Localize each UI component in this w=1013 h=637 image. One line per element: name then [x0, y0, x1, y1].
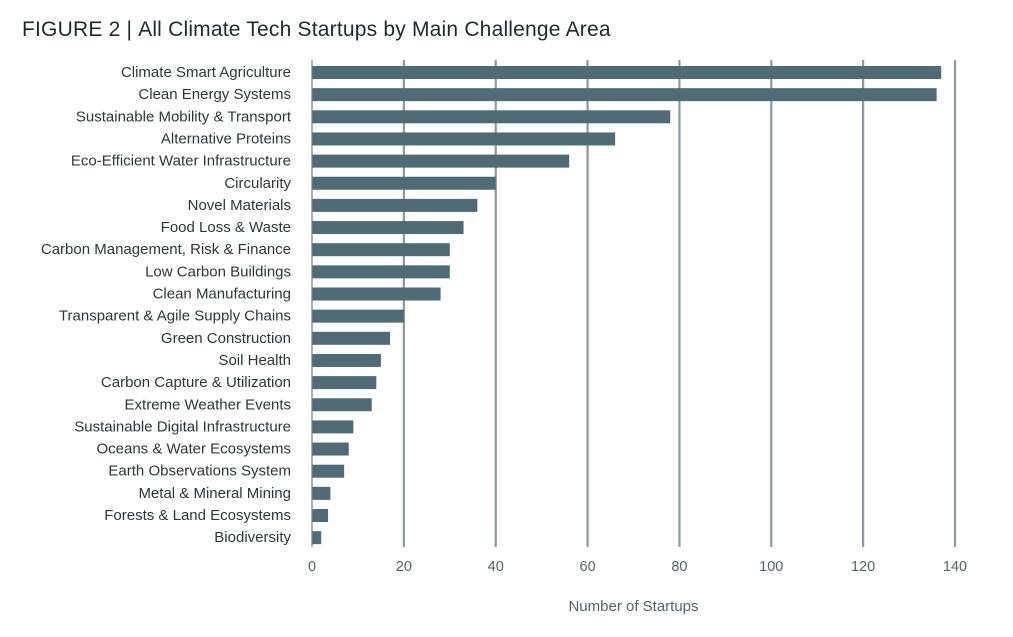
x-tick-label: 80 — [671, 559, 687, 575]
x-tick-label: 60 — [580, 559, 596, 575]
bar — [312, 331, 391, 345]
bar — [312, 243, 450, 257]
category-label: Clean Manufacturing — [153, 286, 291, 303]
category-label: Metal & Mineral Mining — [138, 485, 291, 502]
category-label: Carbon Capture & Utilization — [101, 374, 291, 391]
bar — [312, 154, 570, 168]
x-tick-label: 40 — [488, 559, 504, 575]
x-axis-title: Number of Startups — [568, 598, 698, 615]
bar — [312, 221, 464, 235]
category-label: Earth Observations System — [108, 463, 291, 480]
x-tick-label: 140 — [943, 559, 967, 575]
bar — [312, 398, 372, 412]
category-label: Sustainable Mobility & Transport — [76, 108, 292, 125]
bar — [312, 287, 441, 301]
category-label: Food Loss & Waste — [161, 219, 291, 236]
category-label: Carbon Management, Risk & Finance — [41, 241, 291, 258]
category-label: Extreme Weather Events — [125, 396, 291, 413]
bar — [312, 176, 496, 190]
figure-title: FIGURE 2 | All Climate Tech Startups by Ma… — [22, 18, 611, 42]
x-tick-label: 0 — [308, 559, 316, 575]
grid-lines — [402, 60, 957, 547]
category-label: Alternative Proteins — [161, 130, 291, 147]
category-label: Transparent & Agile Supply Chains — [59, 308, 291, 325]
category-label: Sustainable Digital Infrastructure — [74, 418, 291, 435]
category-label: Soil Health — [218, 352, 291, 369]
bar — [312, 198, 478, 212]
category-label: Clean Energy Systems — [138, 86, 291, 103]
bar — [312, 132, 616, 146]
bar — [312, 486, 331, 500]
category-label: Biodiversity — [214, 529, 291, 546]
bar — [312, 464, 345, 478]
bar — [312, 88, 937, 102]
bar — [312, 376, 377, 390]
bar — [312, 265, 450, 279]
x-tick-label: 100 — [759, 559, 783, 575]
figure-label: FIGURE 2 — [22, 18, 121, 41]
x-tick-label: 20 — [396, 559, 412, 575]
x-tick-label: 120 — [851, 559, 875, 575]
bar — [312, 309, 404, 323]
category-labels: Climate Smart Agriculture Clean Energy Sy… — [41, 64, 292, 546]
bar — [312, 353, 381, 367]
bar — [312, 531, 322, 545]
figure-title-text: All Climate Tech Startups by Main Challe… — [138, 18, 611, 41]
category-label: Oceans & Water Ecosystems — [96, 441, 291, 458]
bars — [312, 66, 942, 545]
category-label: Circularity — [224, 175, 291, 192]
category-label: Climate Smart Agriculture — [121, 64, 291, 81]
category-label: Low Carbon Buildings — [145, 263, 291, 280]
bar — [312, 420, 354, 434]
title-separator: | — [126, 18, 133, 41]
bar — [312, 66, 942, 79]
bar — [312, 509, 329, 522]
category-label: Forests & Land Ecosystems — [104, 507, 291, 524]
category-label: Green Construction — [161, 330, 291, 347]
category-label: Eco-Efficient Water Infrastructure — [71, 153, 291, 170]
bar — [312, 442, 349, 456]
bar — [312, 110, 671, 124]
category-label: Novel Materials — [188, 197, 291, 214]
x-tick-labels: 0 20 40 60 80 100 120 140 — [308, 559, 967, 575]
